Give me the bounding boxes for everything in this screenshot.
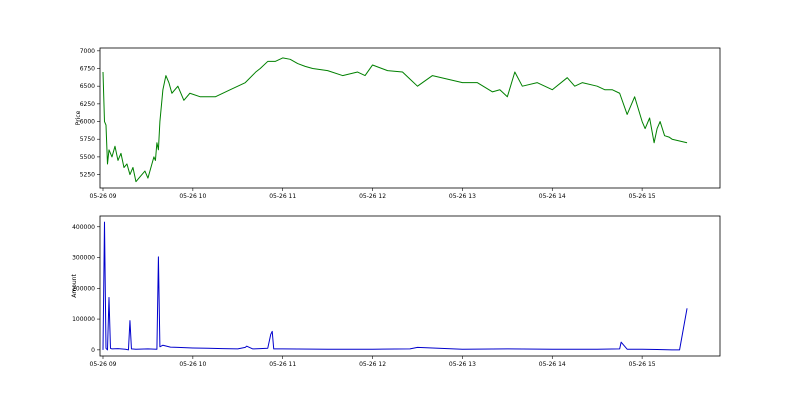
price-xtick-label: 05-26 14 (539, 193, 566, 200)
amount-ytick-label: 0 (91, 347, 95, 354)
price-xtick-label: 05-26 11 (269, 193, 296, 200)
amount-ytick-label: 100000 (72, 316, 95, 323)
price-xtick-label: 05-26 13 (449, 193, 476, 200)
price-series (102, 57, 688, 183)
amount-yticks: 0 100000 200000 300000 400000 (72, 224, 100, 354)
price-xtick-label: 05-26 12 (359, 193, 386, 200)
price-ytick-label: 7000 (80, 48, 95, 55)
amount-series (102, 221, 688, 351)
price-ytick-label: 6250 (80, 101, 95, 108)
price-ytick-label: 5750 (80, 136, 95, 143)
amount-ylabel: Amount (71, 274, 78, 298)
price-xticks: 05-26 09 05-26 10 05-26 11 05-26 12 05-26 13… (90, 188, 656, 200)
amount-ytick-label: 300000 (72, 255, 95, 262)
price-ylabel: Price (75, 110, 82, 125)
amount-xtick-label: 05-26 15 (629, 361, 656, 368)
price-ytick-label: 5250 (80, 172, 95, 179)
amount-line (102, 221, 688, 351)
price-yticks: 5250 5500 5750 6000 6250 6500 6750 7000 (80, 48, 100, 179)
price-axes-frame (99, 47, 721, 189)
price-ytick-label: 6500 (80, 83, 95, 90)
price-xtick-label: 05-26 15 (629, 193, 656, 200)
amount-xticks: 05-26 09 05-26 10 05-26 11 05-26 12 05-26 13… (90, 356, 656, 368)
amount-ytick-label: 200000 (72, 285, 95, 292)
price-ytick-label: 6000 (80, 119, 95, 126)
amount-xtick-label: 05-26 10 (179, 361, 206, 368)
price-ytick-label: 6750 (80, 66, 95, 73)
amount-xtick-label: 05-26 09 (90, 361, 117, 368)
price-panel: Price 5250 5500 5750 6000 6250 6500 6750 7000 0… (75, 47, 721, 200)
amount-xtick-label: 05-26 14 (539, 361, 566, 368)
price-line (102, 57, 688, 183)
price-xtick-label: 05-26 10 (179, 193, 206, 200)
amount-xtick-label: 05-26 11 (269, 361, 296, 368)
price-ytick-label: 5500 (80, 154, 95, 161)
amount-xtick-label: 05-26 12 (359, 361, 386, 368)
amount-axes-frame (99, 215, 721, 357)
amount-ytick-label: 400000 (72, 224, 95, 231)
amount-panel: Amount 0 100000 200000 300000 400000 05-26 0… (71, 215, 721, 368)
amount-xtick-label: 05-26 13 (449, 361, 476, 368)
price-xtick-label: 05-26 09 (90, 193, 117, 200)
